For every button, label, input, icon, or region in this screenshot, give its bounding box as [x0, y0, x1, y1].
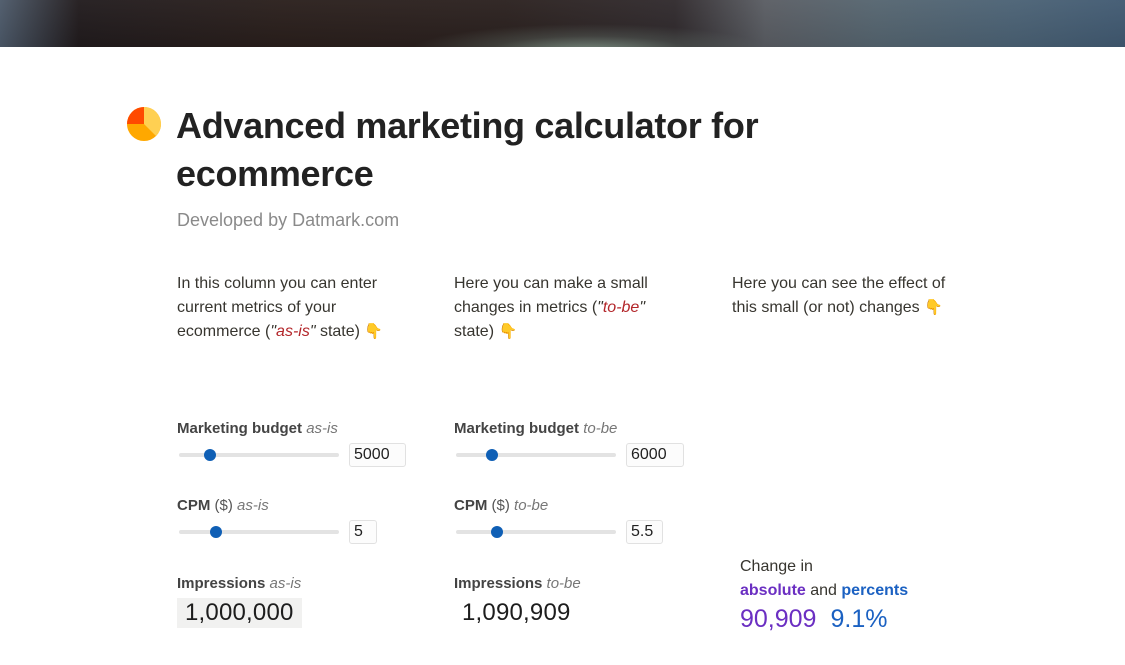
percent-change-value: 9.1% — [830, 605, 888, 633]
page-cover-image — [0, 0, 1125, 47]
label-text: CPM — [454, 497, 488, 514]
intro-text: Here you can make a small changes in met… — [454, 275, 648, 316]
state-tag: as-is — [269, 575, 302, 592]
budget-input[interactable]: 5000 — [349, 443, 406, 467]
intro-text: state) — [454, 323, 499, 340]
intro-text: In this column you can enter current met… — [177, 275, 378, 340]
field-label: Impressions as-is — [177, 574, 302, 594]
percents-label: percents — [841, 582, 909, 599]
to-be-budget-field: Marketing budget to-be 6000 — [454, 419, 684, 468]
change-legend: absolute and percents — [740, 579, 908, 603]
cpm-slider-row: 5.5 — [454, 519, 663, 545]
impressions-to-be-value: 1,090,909 — [462, 599, 571, 626]
cpm-input[interactable]: 5.5 — [626, 520, 663, 544]
cpm-slider-thumb[interactable] — [491, 526, 503, 538]
quote-mark: " — [597, 299, 603, 316]
budget-slider-track[interactable] — [179, 453, 339, 457]
budget-slider-row: 5000 — [177, 442, 406, 468]
quote-mark: " — [270, 323, 277, 340]
as-is-cpm-field: CPM ($) as-is 5 — [177, 496, 377, 545]
field-label: CPM ($) as-is — [177, 496, 269, 516]
change-summary: Change in absolute and percents 90,909 9.… — [740, 555, 908, 634]
to-be-cpm-field: CPM ($) to-be 5.5 — [454, 496, 663, 545]
intro-text: Here you can see the effect of this smal… — [732, 275, 946, 316]
cpm-slider-thumb[interactable] — [210, 526, 222, 538]
label-text: Impressions — [454, 575, 543, 592]
page-title: Advanced marketing calculator for ecomme… — [176, 105, 759, 194]
and-label: and — [805, 582, 842, 599]
impressions-as-is-value: 1,000,000 — [177, 598, 302, 628]
budget-slider-thumb[interactable] — [204, 449, 216, 461]
intro-effect: Here you can see the effect of this smal… — [732, 272, 967, 320]
state-tag: as-is — [237, 497, 269, 514]
cpm-slider-track[interactable] — [179, 530, 339, 534]
state-tag: as-is — [306, 420, 338, 437]
budget-input[interactable]: 6000 — [626, 443, 684, 467]
field-label: CPM ($) to-be — [454, 496, 548, 516]
label-text: Marketing budget — [454, 420, 580, 437]
field-label: Marketing budget to-be — [454, 419, 617, 439]
cpm-input[interactable]: 5 — [349, 520, 377, 544]
pointing-down-hand-icon: 👇 — [364, 323, 384, 340]
quote-mark: " — [309, 323, 316, 340]
absolute-label: absolute — [740, 582, 806, 599]
intro-to-be: Here you can make a small changes in met… — [454, 272, 674, 344]
change-values: 90,909 9.1% — [740, 605, 908, 634]
cpm-slider-row: 5 — [177, 519, 377, 545]
state-to-be: to-be — [602, 299, 640, 316]
unit-text: ($) — [491, 497, 510, 514]
budget-slider-thumb[interactable] — [486, 449, 498, 461]
label-text: Marketing budget — [177, 420, 303, 437]
as-is-budget-field: Marketing budget as-is 5000 — [177, 419, 406, 468]
label-text: CPM — [177, 497, 211, 514]
state-tag: to-be — [583, 420, 618, 437]
pie-chart-icon[interactable] — [127, 107, 161, 141]
budget-slider-row: 6000 — [454, 442, 684, 468]
state-as-is: as-is — [276, 323, 310, 340]
change-label: Change in — [740, 558, 813, 575]
budget-slider-track[interactable] — [456, 453, 616, 457]
absolute-change-value: 90,909 — [740, 605, 817, 633]
cpm-slider-track[interactable] — [456, 530, 616, 534]
intro-text: state) — [315, 323, 365, 340]
quote-mark: " — [639, 299, 646, 316]
label-text: Impressions — [177, 575, 266, 592]
to-be-impressions-field: Impressions to-be 1,090,909 — [454, 574, 581, 628]
as-is-impressions-field: Impressions as-is 1,000,000 — [177, 574, 302, 628]
unit-text: ($) — [214, 497, 233, 514]
page-subtitle: Developed by Datmark.com — [177, 210, 400, 230]
pointing-down-hand-icon: 👇 — [498, 323, 518, 340]
field-label: Impressions to-be — [454, 574, 581, 594]
state-tag: to-be — [514, 497, 549, 514]
field-label: Marketing budget as-is — [177, 419, 338, 439]
pointing-down-hand-icon: 👇 — [924, 299, 943, 316]
intro-as-is: In this column you can enter current met… — [177, 272, 407, 344]
state-tag: to-be — [546, 575, 581, 592]
